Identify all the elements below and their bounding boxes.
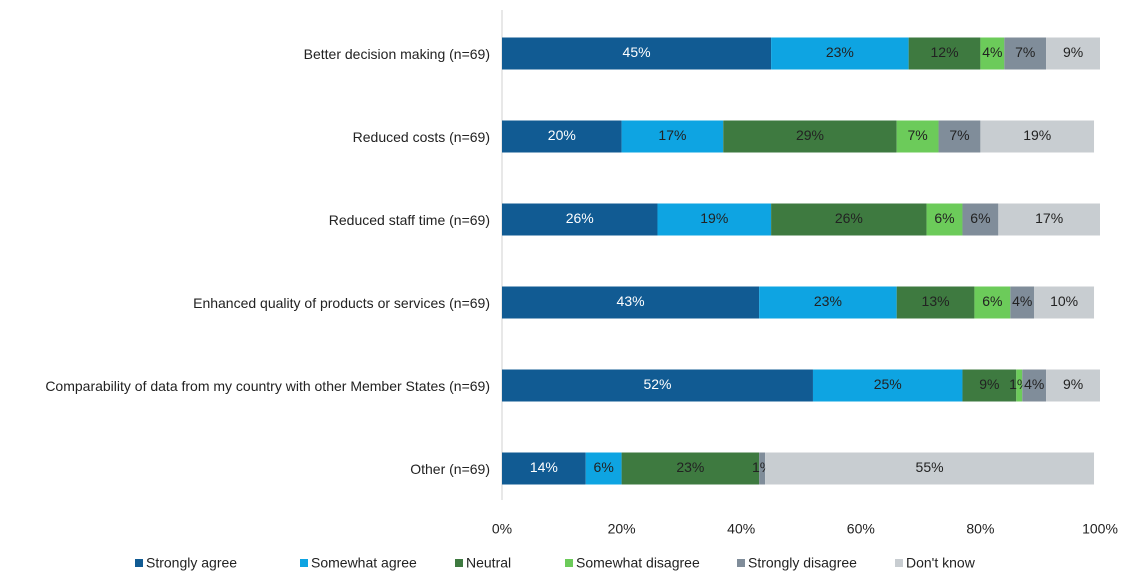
bar-segment xyxy=(1046,369,1100,402)
category-label: Other (n=69) xyxy=(410,460,490,477)
bar-segment xyxy=(812,369,963,402)
legend-swatch xyxy=(300,559,308,567)
bar-segment xyxy=(980,120,1095,153)
data-label: 55% xyxy=(916,459,944,475)
bar-segment xyxy=(771,37,909,70)
legend-swatch xyxy=(455,559,463,567)
data-label: 4% xyxy=(982,44,1002,60)
data-label: 26% xyxy=(566,210,594,226)
data-label: 6% xyxy=(594,459,614,475)
x-tick-label: 0% xyxy=(492,521,512,537)
data-label: 12% xyxy=(931,44,959,60)
bar-segment xyxy=(974,286,1011,319)
bar-segment xyxy=(759,452,766,485)
bar-segment xyxy=(1004,37,1047,70)
x-tick-label: 60% xyxy=(847,521,875,537)
data-label: 17% xyxy=(658,127,686,143)
data-label: 14% xyxy=(530,459,558,475)
bar-segment xyxy=(938,120,981,153)
bar-segment xyxy=(502,369,813,402)
x-tick-label: 100% xyxy=(1082,521,1118,537)
data-label: 6% xyxy=(982,293,1002,309)
data-label: 9% xyxy=(1063,44,1083,60)
data-label: 52% xyxy=(643,376,671,392)
category-label: Reduced costs (n=69) xyxy=(352,128,490,145)
data-label: 19% xyxy=(700,210,728,226)
x-tick-label: 80% xyxy=(966,521,994,537)
legend-swatch xyxy=(135,559,143,567)
data-label: 7% xyxy=(949,127,969,143)
data-label: 45% xyxy=(623,44,651,60)
legend-label: Somewhat disagree xyxy=(576,555,700,571)
category-label: Reduced staff time (n=69) xyxy=(328,211,490,228)
data-label: 7% xyxy=(1015,44,1035,60)
data-label: 4% xyxy=(1024,376,1044,392)
category-label: Comparability of data from my country wi… xyxy=(45,377,490,394)
data-label: 9% xyxy=(1063,376,1083,392)
bar-segment xyxy=(765,452,1095,485)
data-label: 6% xyxy=(970,210,990,226)
bar-segment xyxy=(502,120,622,153)
bar-segment xyxy=(759,286,897,319)
bar-segment xyxy=(1010,286,1035,319)
bar-segment xyxy=(502,37,772,70)
data-label: 9% xyxy=(979,376,999,392)
bar-segment xyxy=(998,203,1100,236)
data-label: 6% xyxy=(934,210,954,226)
bar-segment xyxy=(980,37,1005,70)
bar-segment xyxy=(771,203,927,236)
bar-segment xyxy=(1016,369,1023,402)
legend-label: Strongly disagree xyxy=(748,555,857,571)
bar-segment xyxy=(896,120,939,153)
bar-segment xyxy=(502,452,586,485)
category-label: Enhanced quality of products or services… xyxy=(193,294,490,311)
bar-segment xyxy=(657,203,772,236)
bar-segment xyxy=(908,37,981,70)
data-label: 7% xyxy=(907,127,927,143)
x-tick-label: 40% xyxy=(727,521,755,537)
data-label: 23% xyxy=(814,293,842,309)
data-label: 29% xyxy=(796,127,824,143)
bar-segment xyxy=(962,203,999,236)
bar-segment xyxy=(1034,286,1095,319)
bar-segment xyxy=(1022,369,1047,402)
bar-segment xyxy=(896,286,975,319)
bar-segment xyxy=(585,452,622,485)
x-tick-label: 20% xyxy=(608,521,636,537)
legend-label: Somewhat agree xyxy=(311,555,417,571)
legend-swatch xyxy=(737,559,745,567)
bar-segment xyxy=(502,286,760,319)
data-label: 20% xyxy=(548,127,576,143)
bar-segment xyxy=(1046,37,1100,70)
legend-swatch xyxy=(895,559,903,567)
bar-segment xyxy=(502,203,658,236)
data-label: 26% xyxy=(835,210,863,226)
bar-segment xyxy=(621,120,724,153)
bar-segment xyxy=(926,203,963,236)
legend-label: Don't know xyxy=(906,555,976,571)
bar-segment xyxy=(962,369,1017,402)
data-label: 10% xyxy=(1050,293,1078,309)
data-label: 43% xyxy=(617,293,645,309)
data-label: 25% xyxy=(874,376,902,392)
data-label: 4% xyxy=(1012,293,1032,309)
data-label: 17% xyxy=(1035,210,1063,226)
data-label: 13% xyxy=(922,293,950,309)
legend-swatch xyxy=(565,559,573,567)
bar-segment xyxy=(723,120,897,153)
data-label: 23% xyxy=(826,44,854,60)
legend-label: Strongly agree xyxy=(146,555,237,571)
category-label: Better decision making (n=69) xyxy=(303,45,490,62)
bar-segment xyxy=(621,452,760,485)
legend-label: Neutral xyxy=(466,555,511,571)
data-label: 23% xyxy=(676,459,704,475)
data-label: 19% xyxy=(1023,127,1051,143)
